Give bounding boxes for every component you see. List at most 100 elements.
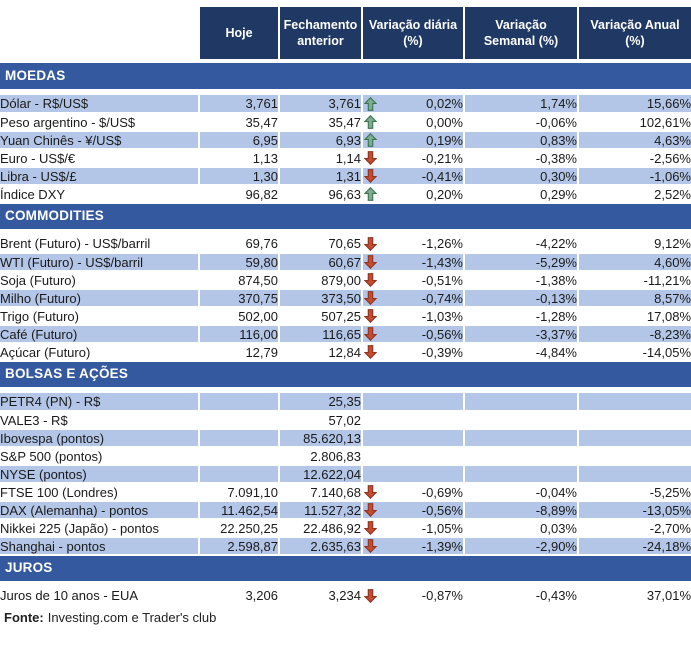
section-spacer [0, 581, 691, 587]
column-header-variacao-diaria: Variação diária (%) [361, 7, 464, 59]
cell-var-anual: 102,61% [578, 113, 691, 132]
table-row: Índice DXY 96,82 96,63 0,20% 0,29% 2,52% [0, 185, 691, 204]
header-spacer [0, 59, 691, 63]
cell-hoje: 2.598,87 [199, 537, 280, 556]
var-diaria-value: -1,26% [421, 236, 463, 251]
table-row: Brent (Futuro) - US$/barril 69,76 70,65 -1,… [0, 235, 691, 254]
table-row: Libra - US$/£ 1,30 1,31 -0,41% 0,30% -1,06% [0, 167, 691, 186]
cell-label: NYSE (pontos) [0, 465, 200, 484]
arrow-up-icon [364, 132, 377, 147]
cell-var-diaria: -0,21% [362, 149, 465, 168]
cell-var-anual: 15,66% [578, 95, 691, 114]
cell-var-semanal: 1,74% [464, 95, 579, 114]
arrow-up-icon [364, 186, 377, 201]
cell-hoje: 370,75 [199, 289, 280, 308]
cell-hoje: 502,00 [199, 307, 280, 326]
cell-fechamento: 57,02 [279, 411, 363, 430]
section-spacer [0, 229, 691, 235]
section-header-commodities: COMMODITIES [0, 203, 691, 229]
table-row: Peso argentino - $/US$ 35,47 35,47 0,00% -0,… [0, 113, 691, 132]
arrow-down-icon [364, 309, 377, 323]
cell-label: Café (Futuro) [0, 325, 200, 344]
cell-var-semanal [464, 447, 579, 466]
spacer [0, 89, 691, 95]
cell-var-semanal: -5,29% [464, 253, 579, 272]
cell-var-semanal [464, 429, 579, 448]
arrow-down-icon [364, 255, 377, 269]
var-diaria-value: -0,87% [421, 588, 463, 603]
cell-var-diaria: -0,69% [362, 483, 465, 502]
cell-var-semanal: -1,28% [464, 307, 579, 326]
table-row: Dólar - R$/US$ 3,761 3,761 0,02% 1,74% 15,66% [0, 95, 691, 114]
cell-label: Trigo (Futuro) [0, 307, 200, 326]
table-row: FTSE 100 (Londres) 7.091,10 7.140,68 -0,69%… [0, 483, 691, 502]
column-header-variacao-semanal: Variação Semanal (%) [463, 7, 578, 59]
arrow-up-icon [364, 114, 377, 129]
cell-var-diaria: -0,74% [362, 289, 465, 308]
cell-label: Brent (Futuro) - US$/barril [0, 235, 200, 254]
cell-fechamento: 116,65 [279, 325, 363, 344]
table-row: Yuan Chinês - ¥/US$ 6,95 6,93 0,19% 0,83% 4,6… [0, 131, 691, 150]
cell-var-diaria: 0,02% [362, 95, 465, 114]
cell-var-diaria: -0,56% [362, 501, 465, 520]
cell-fechamento: 1,31 [279, 167, 363, 186]
cell-var-semanal: 0,29% [464, 185, 579, 204]
cell-hoje: 3,761 [199, 95, 280, 114]
cell-var-anual: -11,21% [578, 271, 691, 290]
column-header-hoje: Hoje [198, 7, 279, 59]
cell-label: Soja (Futuro) [0, 271, 200, 290]
cell-fechamento: 96,63 [279, 185, 363, 204]
cell-hoje: 12,79 [199, 343, 280, 362]
var-diaria-value: -1,39% [421, 538, 463, 554]
cell-fechamento: 507,25 [279, 307, 363, 326]
source-text: Investing.com e Trader's club [47, 610, 217, 625]
var-diaria-value: -0,56% [421, 502, 463, 518]
table-row: S&P 500 (pontos) 2.806,83 [0, 447, 691, 466]
table-row: Milho (Futuro) 370,75 373,50 -0,74% -0,13% 8,… [0, 289, 691, 308]
cell-var-anual: -5,25% [578, 483, 691, 502]
cell-hoje: 6,95 [199, 131, 280, 150]
cell-fechamento: 35,47 [279, 113, 363, 132]
cell-fechamento: 12,84 [279, 343, 363, 362]
cell-label: DAX (Alemanha) - pontos [0, 501, 200, 520]
section-row: JUROS [0, 555, 691, 581]
cell-label: VALE3 - R$ [0, 411, 200, 430]
cell-fechamento: 12.622,04 [279, 465, 363, 484]
cell-label: Shanghai - pontos [0, 537, 200, 556]
table-row: WTI (Futuro) - US$/barril 59,80 60,67 -1,43… [0, 253, 691, 272]
cell-var-diaria: -1,39% [362, 537, 465, 556]
cell-var-diaria [362, 429, 465, 448]
section-header-juros: JUROS [0, 555, 691, 581]
cell-fechamento: 85.620,13 [279, 429, 363, 448]
arrow-down-icon [364, 503, 377, 517]
column-header-variacao-anual: Variação Anual (%) [577, 7, 691, 59]
cell-var-diaria: -0,56% [362, 325, 465, 344]
arrow-down-icon [364, 345, 377, 359]
cell-var-semanal: -2,90% [464, 537, 579, 556]
cell-hoje: 69,76 [199, 235, 280, 254]
var-diaria-value: -1,03% [421, 308, 463, 324]
cell-hoje [199, 429, 280, 448]
section-row: MOEDAS [0, 63, 691, 89]
cell-var-diaria [362, 447, 465, 466]
cell-var-anual [578, 465, 691, 484]
cell-var-semanal [464, 393, 579, 412]
cell-var-diaria: -0,87% [362, 587, 465, 606]
cell-label: Nikkei 225 (Japão) - pontos [0, 519, 200, 538]
cell-var-diaria: 0,19% [362, 131, 465, 150]
cell-fechamento: 3,761 [279, 95, 363, 114]
table-row: Nikkei 225 (Japão) - pontos 22.250,25 22.4… [0, 519, 691, 538]
cell-var-semanal: -0,13% [464, 289, 579, 308]
cell-var-semanal [464, 465, 579, 484]
cell-var-diaria: -1,05% [362, 519, 465, 538]
var-diaria-value: 0,19% [426, 132, 463, 148]
cell-var-semanal: -0,43% [464, 587, 579, 606]
var-diaria-value: 0,02% [426, 96, 463, 111]
cell-label: Índice DXY [0, 185, 200, 204]
cell-var-diaria: 0,20% [362, 185, 465, 204]
arrow-down-icon [364, 539, 377, 553]
cell-var-semanal: -4,22% [464, 235, 579, 254]
var-diaria-value: -0,56% [421, 326, 463, 342]
column-header-fechamento-anterior: Fechamento anterior [278, 7, 362, 59]
table-row: PETR4 (PN) - R$ 25,35 [0, 393, 691, 412]
